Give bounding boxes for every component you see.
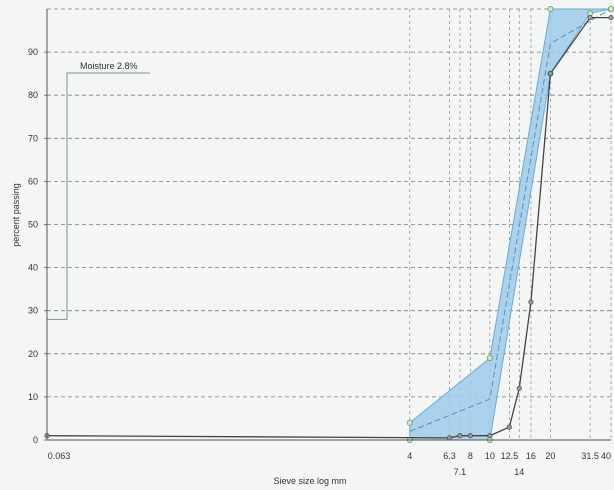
x-tick-label: 6.3 bbox=[443, 451, 456, 461]
grading-point bbox=[467, 433, 473, 439]
x-tick-label: 20 bbox=[545, 451, 555, 461]
y-tick-label: 70 bbox=[28, 133, 38, 143]
grading-point bbox=[446, 435, 453, 441]
grading-point bbox=[487, 433, 493, 439]
y-tick-label: 80 bbox=[28, 90, 38, 100]
axis-layer: 0 10 20 30 40 50 60 70 80 90 0.063 4 6.3 7.18 10 12.5 14… bbox=[28, 9, 611, 477]
x-tick-label: 31.5 bbox=[581, 451, 599, 461]
x-tick-label: 16 bbox=[526, 451, 536, 461]
y-tick-label: 0 bbox=[33, 435, 38, 445]
envelope-midline bbox=[409, 8, 612, 432]
envelope-point bbox=[547, 6, 554, 12]
annotation-layer: Moisture 2.8% bbox=[47, 61, 150, 320]
y-tick-label: 40 bbox=[28, 263, 38, 273]
x-tick-label: 10 bbox=[485, 451, 495, 461]
y-axis-title: percent passing bbox=[11, 183, 21, 247]
moisture-bracket bbox=[47, 72, 150, 320]
x-tick-label: 12.5 bbox=[501, 451, 519, 461]
y-tick-label: 60 bbox=[28, 176, 38, 186]
y-tick-label: 90 bbox=[28, 47, 38, 57]
envelope-point bbox=[486, 355, 493, 362]
grading-point bbox=[587, 15, 593, 21]
grading-point bbox=[516, 385, 522, 391]
y-tick-label: 30 bbox=[28, 306, 38, 316]
envelope-point bbox=[608, 6, 614, 12]
grid-layer bbox=[47, 8, 612, 440]
grading-point bbox=[547, 71, 553, 77]
envelope-point bbox=[406, 419, 413, 426]
x-tick-label: 14 bbox=[514, 467, 524, 477]
grading-point bbox=[457, 433, 463, 439]
series-layer bbox=[44, 15, 614, 441]
x-tick-label: 0.063 bbox=[48, 451, 71, 461]
grading-point bbox=[608, 15, 614, 21]
x-tick-label: 7.1 bbox=[454, 467, 467, 477]
grading-point bbox=[506, 424, 512, 430]
x-tick-label: 4 bbox=[407, 451, 412, 461]
moisture-label: Moisture 2.8% bbox=[80, 61, 138, 71]
x-tick-label: 40 bbox=[601, 451, 611, 461]
x-tick-label: 8 bbox=[468, 451, 473, 461]
y-tick-label: 20 bbox=[28, 349, 38, 359]
grading-point bbox=[528, 299, 534, 305]
y-tick-label: 10 bbox=[28, 392, 38, 402]
x-axis-title: Sieve size log mm bbox=[273, 476, 346, 486]
y-tick-label: 50 bbox=[28, 220, 38, 230]
